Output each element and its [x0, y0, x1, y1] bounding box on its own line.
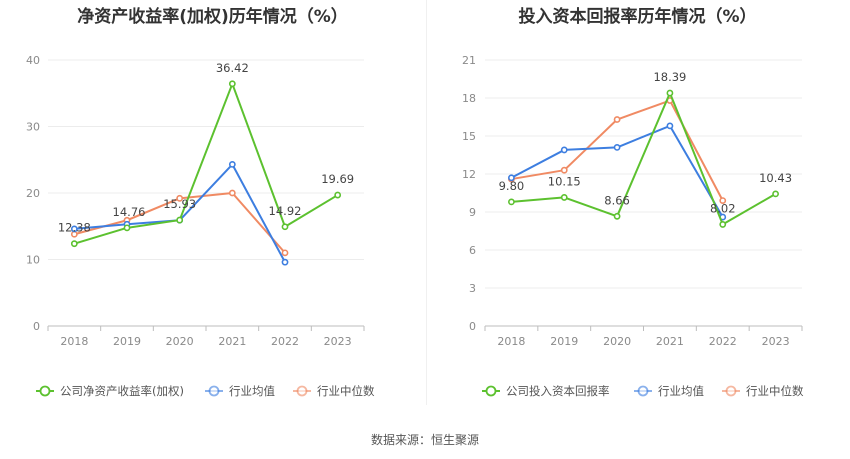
- y-tick-label: 30: [26, 121, 40, 134]
- y-tick-label: 9: [469, 206, 476, 219]
- x-tick-label: 2022: [271, 335, 299, 348]
- x-tick-label: 2022: [709, 335, 737, 348]
- legend-marker: [637, 385, 649, 397]
- x-tick-label: 2018: [497, 335, 525, 348]
- y-tick-label: 3: [469, 282, 476, 295]
- x-tick-label: 2018: [60, 335, 88, 348]
- y-tick-label: 10: [26, 254, 40, 267]
- data-point-median: [560, 166, 568, 174]
- data-point-company: [176, 216, 184, 224]
- chart-title-roe: 净资产收益率(加权)历年情况（%）: [77, 7, 348, 27]
- data-point-median: [719, 197, 727, 204]
- data-point-average: [228, 161, 236, 168]
- legend-label: 行业均值: [658, 384, 704, 398]
- y-tick-label: 40: [26, 54, 40, 67]
- data-source: 数据来源：恒生聚源: [370, 433, 479, 447]
- data-point-median: [613, 116, 621, 123]
- data-label: 8.02: [710, 201, 736, 215]
- x-tick-label: 2021: [218, 335, 246, 348]
- data-point-company: [123, 224, 131, 232]
- data-label: 12.38: [58, 221, 91, 235]
- legend-marker: [208, 385, 220, 397]
- data-label: 9.80: [499, 179, 525, 193]
- data-point-median: [228, 189, 236, 197]
- data-point-company: [666, 89, 674, 97]
- y-tick-label: 0: [33, 320, 40, 333]
- data-point-company: [334, 191, 342, 199]
- data-label: 18.39: [653, 70, 686, 84]
- legend-label: 行业中位数: [746, 384, 804, 398]
- x-tick-label: 2021: [656, 335, 684, 348]
- y-tick-label: 18: [462, 92, 476, 105]
- data-label: 36.42: [216, 61, 249, 75]
- legend-label: 公司净资产收益率(加权): [60, 384, 184, 398]
- data-label: 19.69: [321, 172, 354, 186]
- data-label: 14.92: [269, 204, 302, 218]
- chart-title-roic: 投入资本回报率历年情况（%）: [518, 7, 757, 27]
- legend-label: 行业均值: [229, 384, 275, 398]
- data-point-company: [560, 194, 568, 201]
- x-tick-label: 2023: [762, 335, 790, 348]
- data-label: 14.76: [113, 205, 146, 219]
- data-point-average: [70, 225, 78, 233]
- x-tick-label: 2020: [603, 335, 631, 348]
- data-point-average: [613, 143, 621, 151]
- data-point-company: [772, 190, 779, 198]
- data-label: 8.66: [604, 193, 630, 207]
- data-point-company: [719, 221, 727, 228]
- x-tick-label: 2019: [113, 335, 141, 348]
- series-line-company: [74, 82, 339, 245]
- y-tick-label: 20: [26, 187, 40, 200]
- x-tick-label: 2020: [166, 335, 194, 348]
- series-line-average: [74, 163, 286, 263]
- data-point-average: [560, 146, 568, 154]
- data-point-company: [281, 223, 289, 231]
- y-tick-label: 12: [462, 168, 476, 181]
- data-point-company: [228, 80, 236, 88]
- legend-label: 行业中位数: [317, 384, 375, 398]
- x-tick-label: 2023: [324, 335, 352, 348]
- data-point-average: [508, 174, 515, 182]
- series-line-company: [511, 92, 777, 226]
- y-tick-label: 21: [462, 54, 476, 67]
- legend-marker: [39, 385, 51, 397]
- data-point-average: [666, 122, 674, 130]
- data-label: 10.43: [759, 171, 792, 185]
- data-label: 10.15: [548, 174, 581, 188]
- legend-marker: [485, 385, 497, 397]
- legend-marker: [296, 385, 308, 397]
- data-point-median: [176, 194, 184, 202]
- data-point-company: [613, 212, 621, 220]
- data-point-company: [508, 198, 515, 206]
- legend-label: 公司投入资本回报率: [506, 384, 610, 398]
- data-point-company: [70, 240, 78, 248]
- data-label: 15.93: [163, 197, 196, 211]
- y-tick-label: 6: [469, 244, 476, 257]
- x-tick-label: 2019: [550, 335, 578, 348]
- y-tick-label: 0: [469, 320, 476, 333]
- y-tick-label: 15: [462, 130, 476, 143]
- data-point-average: [281, 258, 289, 266]
- data-point-median: [281, 249, 289, 257]
- legend-marker: [725, 385, 737, 397]
